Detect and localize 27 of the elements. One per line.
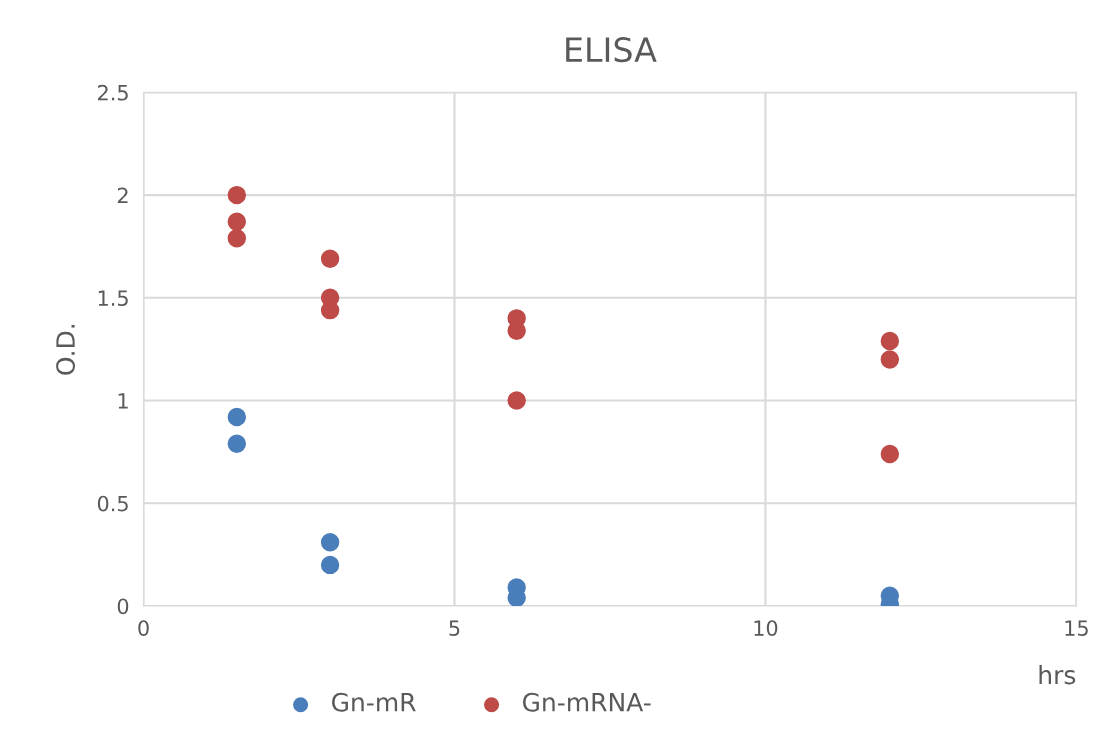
chart-title: ELISA xyxy=(566,37,657,63)
x-axis-title: hrs xyxy=(1039,665,1076,685)
point xyxy=(227,434,247,453)
y-tick-label: 2.5 xyxy=(98,84,128,101)
point xyxy=(880,331,900,351)
point xyxy=(320,249,340,268)
y-tick-label: 2 xyxy=(117,187,128,204)
point xyxy=(880,444,900,464)
point xyxy=(227,407,247,427)
point xyxy=(227,212,247,232)
point xyxy=(227,229,247,248)
legend-label: Gn-mRNA- xyxy=(522,692,651,712)
y-tick-label: 1 xyxy=(118,393,128,409)
point xyxy=(320,555,340,575)
x-tick-label: 5 xyxy=(449,620,460,636)
y-tick-label: 0.5 xyxy=(97,495,128,512)
y-tick-label: 1.5 xyxy=(98,290,128,307)
point xyxy=(227,185,247,205)
y-tick-label: 0 xyxy=(117,598,129,615)
x-tick-label: 15 xyxy=(1065,620,1088,636)
x-tick-label: 0 xyxy=(138,620,149,636)
point xyxy=(507,391,526,410)
legend-label: Gn-mR xyxy=(331,692,416,712)
y-axis-title: O.D. xyxy=(56,324,75,375)
point xyxy=(880,350,900,369)
x-tick-label: 10 xyxy=(754,620,778,636)
point xyxy=(320,533,340,552)
